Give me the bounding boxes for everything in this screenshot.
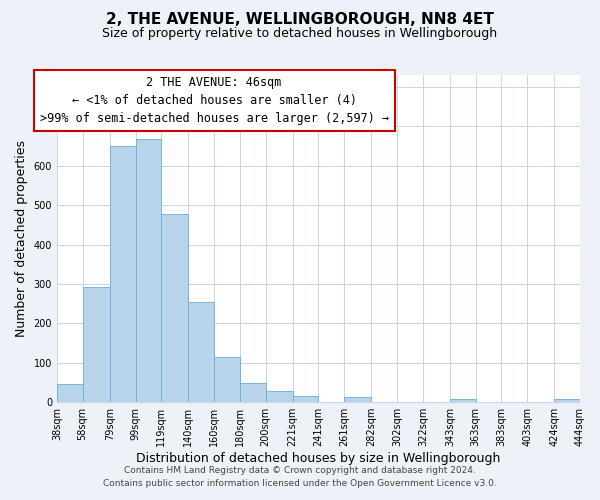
Text: 2, THE AVENUE, WELLINGBOROUGH, NN8 4ET: 2, THE AVENUE, WELLINGBOROUGH, NN8 4ET xyxy=(106,12,494,28)
Bar xyxy=(240,384,266,402)
Bar xyxy=(110,146,136,402)
Bar xyxy=(554,400,580,402)
Text: Contains HM Land Registry data © Crown copyright and database right 2024.
Contai: Contains HM Land Registry data © Crown c… xyxy=(103,466,497,487)
Bar xyxy=(57,384,83,402)
Y-axis label: Number of detached properties: Number of detached properties xyxy=(15,140,28,337)
Bar xyxy=(266,391,293,402)
Bar xyxy=(450,399,476,402)
Bar xyxy=(83,286,110,402)
Bar xyxy=(136,139,161,402)
Bar xyxy=(214,358,240,402)
Bar xyxy=(293,396,319,402)
Text: Size of property relative to detached houses in Wellingborough: Size of property relative to detached ho… xyxy=(103,28,497,40)
X-axis label: Distribution of detached houses by size in Wellingborough: Distribution of detached houses by size … xyxy=(136,452,500,465)
Bar xyxy=(344,397,371,402)
Text: 2 THE AVENUE: 46sqm
← <1% of detached houses are smaller (4)
>99% of semi-detach: 2 THE AVENUE: 46sqm ← <1% of detached ho… xyxy=(40,76,389,125)
Bar xyxy=(188,302,214,402)
Bar xyxy=(161,214,188,402)
